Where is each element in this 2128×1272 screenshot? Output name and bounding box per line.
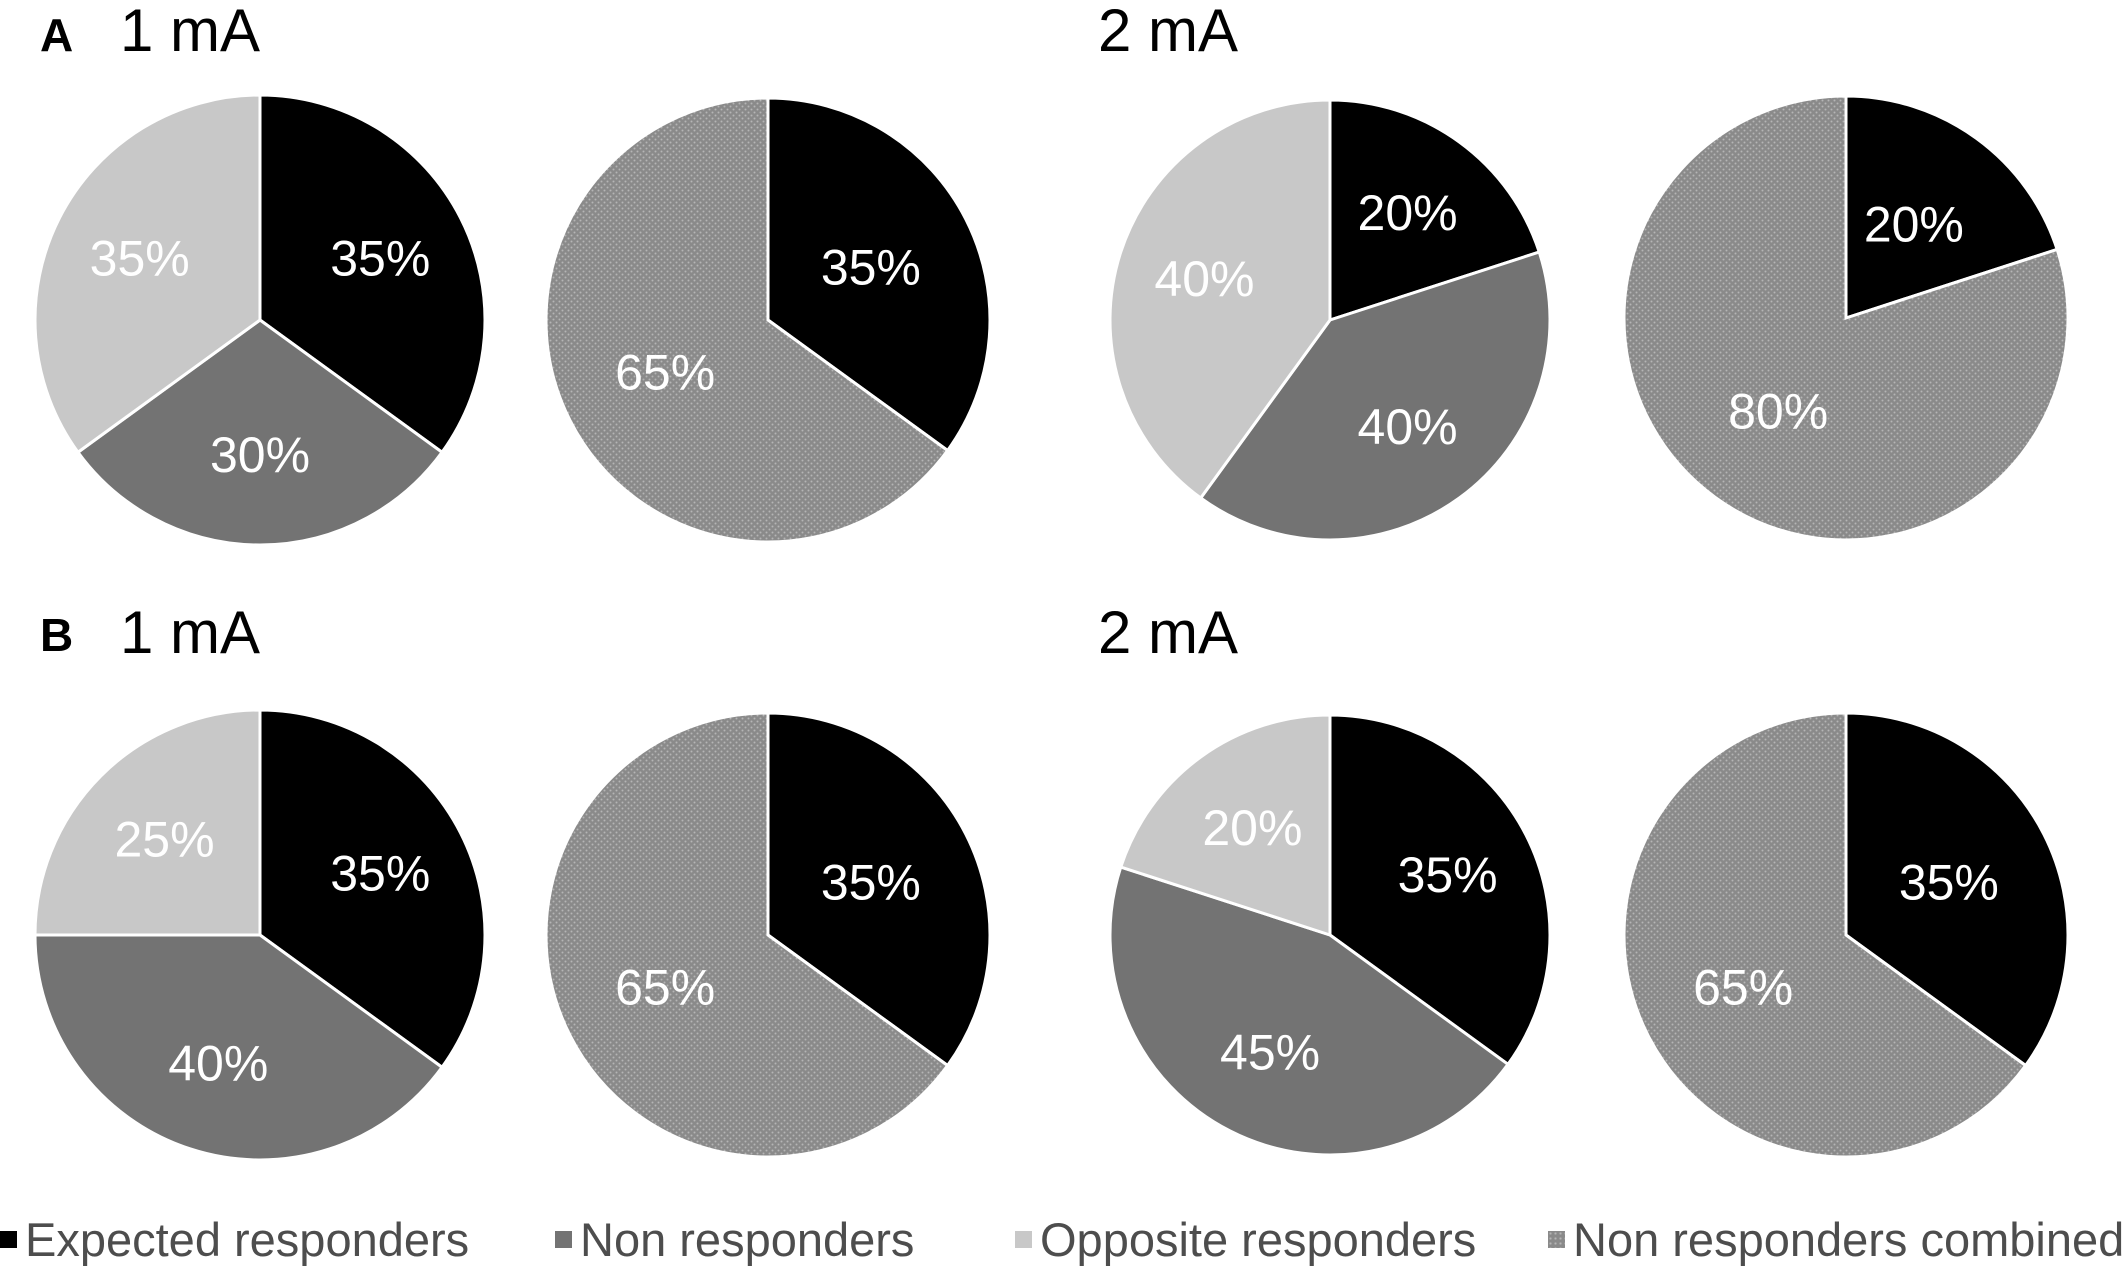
legend: Expected responders Non responders Oppos… [0, 1212, 2128, 1272]
pie-2-slice-expected [766, 96, 992, 453]
legend-swatch-expected [0, 1231, 17, 1248]
pie-2-slice-combined [544, 96, 950, 544]
pie-6-label-combined: 65% [615, 959, 715, 1015]
panel-a-letter: A [40, 9, 74, 61]
pie-7-label-non-responders: 45% [1220, 1025, 1320, 1081]
pie-7-slice-opposite [1118, 713, 1332, 938]
pie-8-label-expected: 35% [1899, 855, 1999, 911]
pie-5-slice-expected [258, 708, 487, 1070]
pie-2-label-expected: 35% [821, 240, 921, 296]
pie-1-slice-non-responders [75, 318, 445, 547]
pie-4-slice-expected [1844, 94, 2060, 321]
legend-item-combined: Non responders combined [1548, 1212, 2124, 1267]
legend-swatch-opposite [1015, 1231, 1032, 1248]
pie-5-slice-non-responders [33, 933, 445, 1162]
legend-label: Non responders [580, 1213, 915, 1266]
pie-5-slice-opposite [33, 708, 262, 937]
panel-b-letter: B [40, 609, 74, 661]
panel-a-left-condition: 1 mA [120, 0, 261, 64]
legend-label: Non responders combined [1573, 1213, 2125, 1266]
pie-3-slice-non-responders [1198, 250, 1552, 542]
panel-b-left-condition: 1 mA [120, 599, 261, 666]
pie-6-slice-expected [766, 711, 992, 1068]
pie-5-label-opposite: 25% [115, 812, 215, 868]
pie-1-slice-expected [258, 93, 487, 455]
pie-3-label-opposite: 40% [1154, 251, 1254, 307]
legend-label: Expected responders [25, 1213, 470, 1266]
legend-item-expected: Expected responders [0, 1212, 469, 1267]
pie-3-label-non-responders: 40% [1358, 399, 1458, 455]
pie-1-label-expected: 35% [330, 231, 430, 287]
legend-item-opposite: Opposite responders [1015, 1212, 1476, 1267]
pie-4-label-expected: 20% [1864, 197, 1964, 253]
pie-3-slice-opposite [1108, 98, 1332, 501]
pie-4-slice-combined [1622, 94, 2070, 542]
pie-4-label-combined: 80% [1728, 383, 1828, 439]
pie-3-label-expected: 20% [1358, 185, 1458, 241]
pie-1-slice-opposite [33, 93, 262, 455]
legend-swatch-combined [1548, 1231, 1565, 1248]
pie-1-label-non-responders: 30% [210, 427, 310, 483]
pie-2-label-combined: 65% [615, 344, 715, 400]
panel-b-right-condition: 2 mA [1098, 599, 1239, 666]
pie-3-slice-expected [1328, 98, 1542, 323]
pie-8-label-combined: 65% [1693, 959, 1793, 1015]
pie-8-slice-expected [1844, 711, 2070, 1068]
pie-1-label-opposite: 35% [90, 231, 190, 287]
pie-8-slice-combined [1622, 711, 2028, 1159]
legend-swatch-non [555, 1231, 572, 1248]
legend-label: Opposite responders [1040, 1213, 1477, 1266]
pie-5-label-non-responders: 40% [168, 1035, 268, 1091]
pie-5-label-expected: 35% [330, 846, 430, 902]
pie-7-label-expected: 35% [1398, 847, 1498, 903]
pie-7-slice-expected [1328, 713, 1552, 1067]
pie-6-label-expected: 35% [821, 855, 921, 911]
pie-7-slice-non-responders [1108, 865, 1511, 1157]
pie-7-label-opposite: 20% [1202, 800, 1302, 856]
pie-6-slice-combined [544, 711, 950, 1159]
panel-a-right-condition: 2 mA [1098, 0, 1239, 64]
legend-item-non: Non responders [555, 1212, 914, 1267]
